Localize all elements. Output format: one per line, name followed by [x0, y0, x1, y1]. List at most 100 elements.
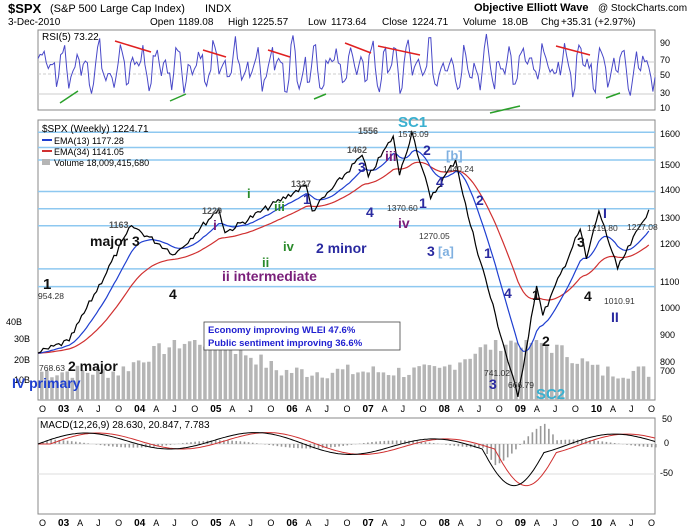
- wave-label: ii intermediate: [222, 268, 317, 284]
- macd-histogram-bar: [568, 439, 571, 444]
- price-label: 1010.91: [604, 296, 635, 306]
- price-label: 768.63: [39, 363, 65, 373]
- x-axis-tick: O: [191, 518, 198, 528]
- x-axis-tick: O: [420, 518, 427, 528]
- symbol: $SPX: [8, 1, 42, 16]
- wave-label: [b]: [446, 148, 463, 163]
- volume-bar: [121, 366, 126, 400]
- volume-bar: [320, 377, 324, 400]
- x-axis-tick: J: [248, 518, 253, 528]
- rsi-level-30: 30: [660, 88, 670, 98]
- rsi-divergence-line: [114, 40, 152, 53]
- macd-panel: MACD(12,26,9) 28.630, 20.847, 7.783 50 0…: [37, 414, 673, 515]
- wave-label: iii: [385, 148, 397, 164]
- x-axis-tick: A: [610, 518, 616, 528]
- macd-histogram-bar: [95, 444, 98, 445]
- macd-histogram-bar: [572, 439, 575, 444]
- volume-bar: [45, 370, 49, 400]
- volume-bar: [371, 366, 375, 400]
- macd-histogram-bar: [613, 443, 616, 444]
- x-axis-tick: 10: [591, 518, 603, 529]
- macd-histogram-bar: [190, 442, 192, 444]
- ema13-line: [37, 149, 650, 354]
- rsi-level-10: 10: [660, 103, 670, 113]
- x-axis-tick: 07: [363, 518, 375, 529]
- volume-bar: [223, 344, 228, 400]
- volume-bar: [254, 364, 258, 400]
- macd-histogram-bar: [346, 444, 349, 446]
- price-label: 954.28: [38, 291, 64, 301]
- macd-histogram-bar: [112, 444, 114, 447]
- volume-bar: [85, 372, 90, 400]
- x-axis-tick: A: [534, 518, 540, 528]
- volume-bar: [106, 377, 110, 400]
- macd-histogram-bar: [626, 444, 628, 445]
- macd-histogram-bar: [391, 440, 394, 444]
- wave-label: 3: [577, 234, 585, 250]
- volume-bar: [437, 367, 442, 400]
- volume-bar: [233, 353, 238, 400]
- macd-histogram-bar: [46, 441, 48, 444]
- macd-histogram-bar: [515, 444, 517, 450]
- x-axis-tick: O: [648, 404, 655, 414]
- x-axis-tick: A: [305, 518, 311, 528]
- x-axis-tick: O: [267, 404, 274, 414]
- volume-bar: [274, 370, 279, 400]
- macd-histogram-bar: [527, 436, 530, 444]
- price-annotations: 954.28 768.63 1163 1229 1327 1462 1556 1…: [38, 126, 658, 390]
- volume-bar: [585, 361, 590, 400]
- x-axis-tick: J: [172, 404, 177, 414]
- volume-bar: [611, 376, 615, 400]
- volume-bar: [335, 368, 340, 400]
- macd-histogram-bar: [428, 442, 431, 444]
- x-axis-tick: 03: [58, 518, 70, 529]
- x-axis-tick: J: [324, 404, 329, 414]
- macd-histogram-bar: [642, 444, 645, 447]
- info-box-frame: [203, 321, 401, 351]
- macd-histogram-bar: [338, 444, 340, 447]
- price-line: [37, 129, 650, 398]
- volume-bar: [539, 342, 544, 400]
- volume-bar: [407, 374, 411, 400]
- macd-histogram-bar: [404, 440, 406, 444]
- volume-bar: [60, 372, 64, 400]
- price-label: 1229: [202, 206, 222, 216]
- volume-bar: [483, 344, 488, 400]
- wave-label: i: [213, 217, 217, 233]
- volume-bar: [351, 374, 355, 400]
- x-axis-tick: A: [153, 404, 159, 414]
- macd-histogram-bar: [157, 444, 159, 447]
- macd-histogram-bar: [186, 442, 188, 444]
- macd-histogram-bar: [235, 440, 238, 444]
- x-axis-tick: A: [534, 404, 540, 414]
- volume-bars: [40, 340, 651, 400]
- x-axis-tick: 04: [134, 518, 146, 529]
- x-axis-tick: O: [115, 404, 122, 414]
- macd-histogram-bar: [276, 444, 279, 447]
- x-axis-price: O 03 A J O 04 A J O 05 A J O 06 A J O 07 A J O 08 A J O 09 A J O 10 A J…: [39, 404, 655, 415]
- price-label: 1462: [347, 145, 367, 155]
- rsi-level-90: 90: [660, 38, 670, 48]
- macd-histogram-bar: [42, 442, 44, 444]
- index-name: (S&P 500 Large Cap Index): [50, 3, 185, 15]
- price-label: 666.79: [508, 380, 534, 390]
- volume-bar: [65, 371, 69, 400]
- price-label: 1370.60: [387, 203, 418, 213]
- macd-histogram-bar: [539, 425, 542, 444]
- macd-level: 50: [662, 414, 672, 424]
- volume-bar: [249, 357, 253, 400]
- macd-histogram-bar: [272, 444, 275, 446]
- macd-histogram-bar: [383, 440, 386, 444]
- site: @ StockCharts.com: [598, 3, 687, 14]
- x-axis-tick: A: [382, 518, 388, 528]
- volume-bar: [473, 353, 477, 400]
- price-tick: 900: [660, 330, 675, 340]
- price-levels: [38, 131, 655, 288]
- macd-histogram-bar: [371, 442, 373, 444]
- macd-histogram-bar: [519, 444, 521, 445]
- x-axis-tick: O: [344, 518, 351, 528]
- macd-histogram-bar: [161, 444, 163, 446]
- price-tick: 700: [660, 366, 675, 376]
- x-axis-tick: A: [77, 404, 83, 414]
